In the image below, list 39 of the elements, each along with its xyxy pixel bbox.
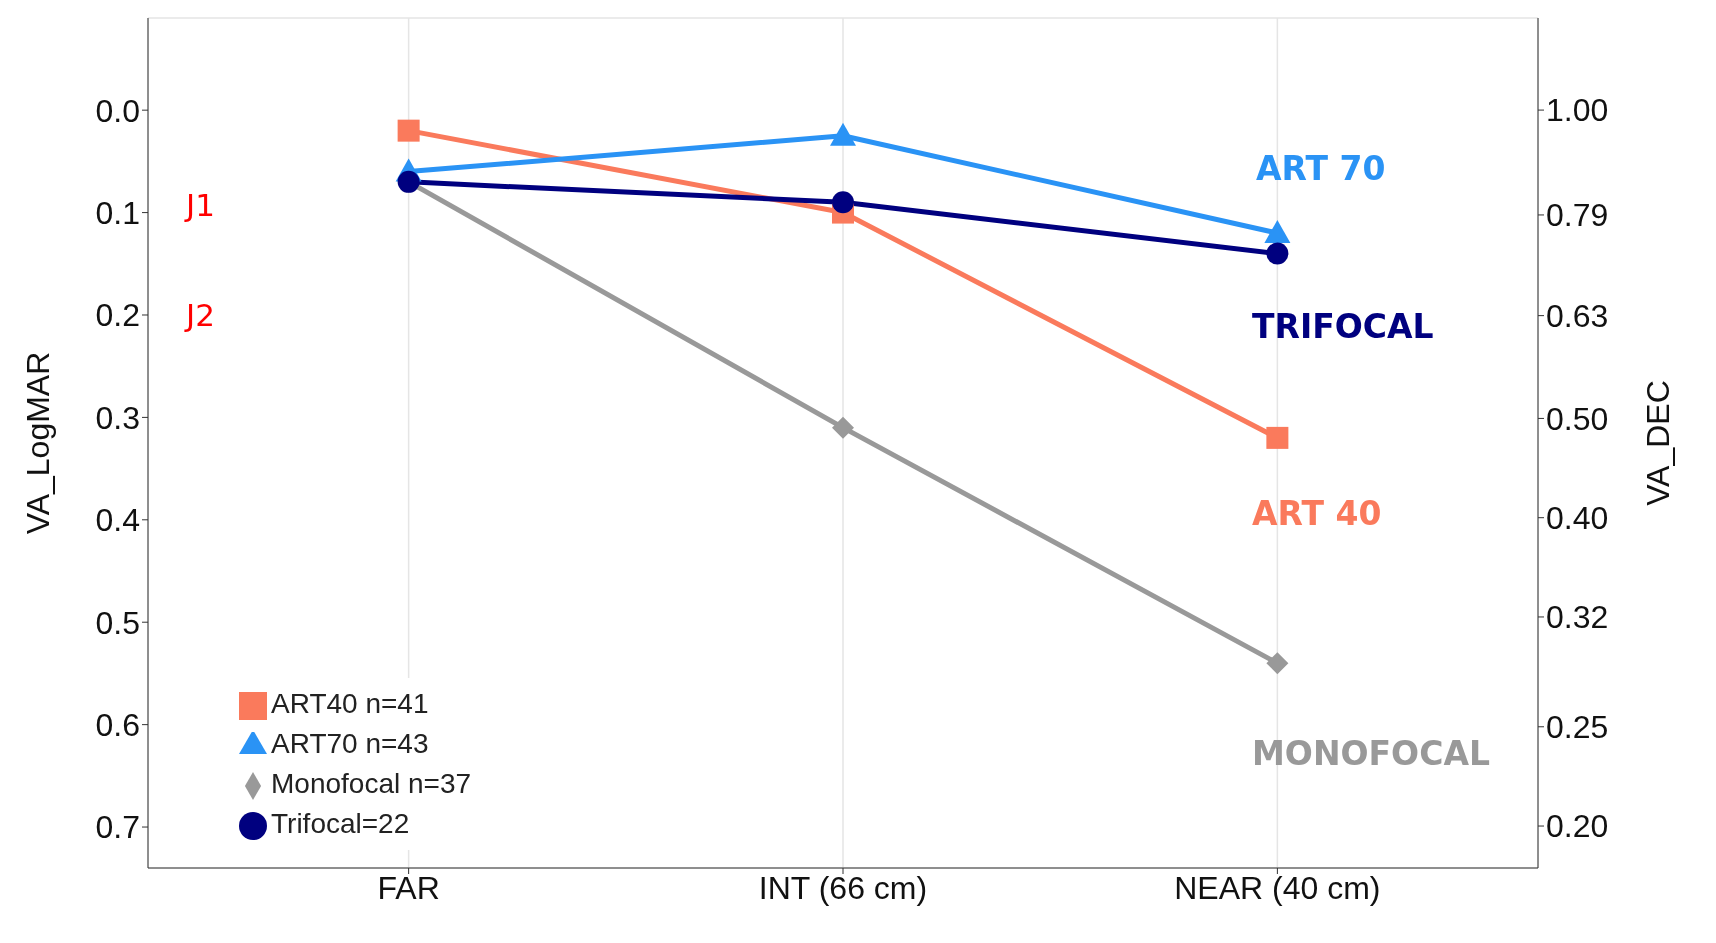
annotation: TRIFOCAL	[1252, 306, 1434, 346]
y2-tick-label: 0.79	[1546, 197, 1609, 234]
y-tick-label: 0.4	[95, 502, 140, 539]
y2-tick-label: 0.25	[1546, 709, 1609, 746]
y-tick-label: 0.7	[95, 809, 140, 846]
y2-tick-label: 0.32	[1546, 599, 1609, 636]
y-tick-label: 0.6	[95, 706, 140, 743]
y2-tick-label: 0.20	[1546, 808, 1609, 845]
point	[397, 119, 420, 142]
y-tick-label: 0.3	[95, 399, 140, 436]
y-tick-label: 0.2	[95, 297, 140, 334]
annotation: J2	[184, 296, 215, 333]
point	[1266, 242, 1289, 265]
y2-tick-label: 0.40	[1546, 500, 1609, 537]
point	[832, 191, 854, 214]
point	[1266, 652, 1289, 675]
y2-tick-label: 0.50	[1546, 400, 1609, 437]
x-tick-label: FAR	[377, 869, 440, 906]
y2-tick-label: 0.63	[1546, 297, 1609, 334]
point	[832, 416, 854, 439]
legend-label: Monofocal n=37	[271, 768, 472, 799]
point	[1264, 220, 1291, 244]
y-tick-label: 0.5	[95, 604, 140, 641]
legend-label: ART70 n=43	[271, 728, 429, 759]
y2-axis-title: VA_DEC	[1640, 380, 1677, 506]
y-tick-label: 0.0	[95, 92, 140, 129]
annotation: ART 70	[1256, 148, 1386, 188]
y2-tick-label: 1.00	[1546, 92, 1609, 129]
annotation: MONOFOCAL	[1252, 733, 1490, 773]
x-tick-label: INT (66 cm)	[758, 869, 928, 906]
point	[1266, 426, 1289, 449]
annotation: J1	[184, 186, 215, 223]
x-tick-label: NEAR (40 cm)	[1174, 869, 1381, 906]
legend-label: ART40 n=41	[271, 688, 429, 719]
legend-label: Trifocal=22	[271, 808, 410, 839]
y-tick-label: 0.1	[95, 194, 140, 231]
point	[830, 122, 856, 146]
annotation: ART 40	[1252, 493, 1382, 533]
y-axis-title: VA_LogMAR	[20, 351, 57, 535]
